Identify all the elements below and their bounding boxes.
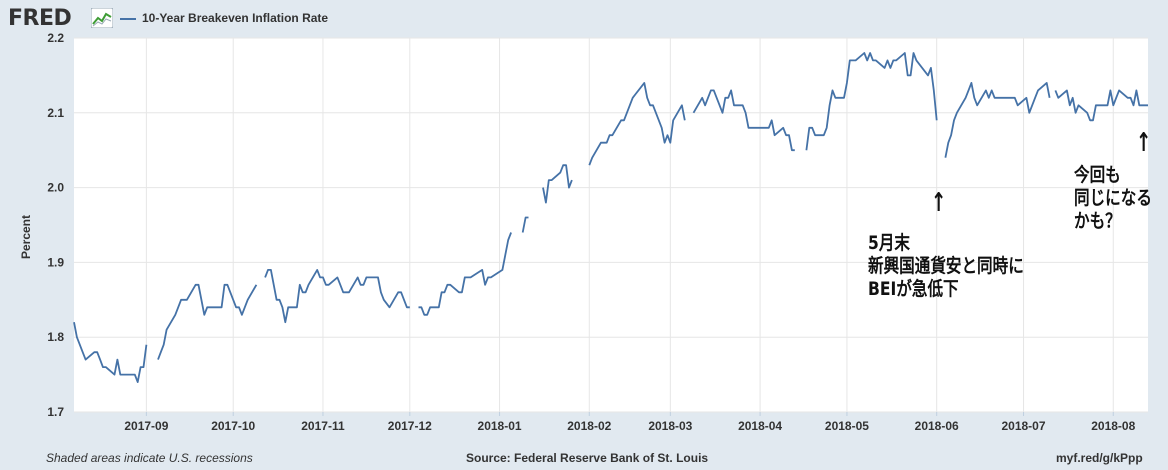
series-line: [944, 82, 1051, 158]
x-tick-label: 2018-03: [648, 419, 692, 433]
x-tick-label: 2018-08: [1091, 419, 1135, 433]
legend-swatch: [120, 18, 136, 20]
up-arrow-icon: ↑: [931, 188, 947, 218]
chart-header: FRED 10-Year Breakeven Inflation Rate: [0, 0, 1168, 38]
annotation-current: 今回も 同じになる かも？: [1074, 164, 1152, 233]
series-line: [692, 89, 795, 152]
annotation-line: 同じになる: [1074, 187, 1152, 209]
x-tick-label: 2017-12: [388, 419, 432, 433]
y-tick-label: 1.7: [47, 405, 64, 419]
series-line: [264, 268, 410, 324]
annotation-may-drop: 5月末 新興国通貨安と同時に BEIが急低下: [868, 232, 1024, 301]
series-line: [542, 164, 573, 204]
y-tick-label: 1.8: [47, 330, 64, 344]
x-tick-label: 2018-06: [915, 419, 959, 433]
source-credit: Source: Federal Reserve Bank of St. Loui…: [466, 451, 709, 465]
series-line: [73, 322, 148, 384]
y-tick-label: 2.2: [47, 31, 64, 45]
recession-note: Shaded areas indicate U.S. recessions: [46, 451, 253, 465]
x-tick-label: 2017-10: [211, 419, 255, 433]
up-arrow-icon: ↑: [1136, 128, 1152, 158]
y-tick-label: 2.1: [47, 106, 64, 120]
x-tick-label: 2018-07: [1001, 419, 1045, 433]
fred-logo[interactable]: FRED: [8, 6, 72, 31]
short-link[interactable]: myf.red/g/kPpp: [1056, 451, 1143, 465]
x-tick-label: 2018-01: [478, 419, 522, 433]
chart-line-icon: [91, 8, 113, 28]
x-tick-label: 2018-05: [825, 419, 869, 433]
legend-label: 10-Year Breakeven Inflation Rate: [142, 11, 329, 25]
x-tick-label: 2018-02: [567, 419, 611, 433]
annotation-line: 今回も: [1074, 164, 1121, 186]
series-line: [157, 283, 258, 360]
plot-area: [74, 38, 1148, 412]
y-axis-label: Percent: [19, 214, 34, 260]
series-line: [1054, 89, 1148, 122]
series-line: [521, 216, 529, 233]
x-tick-label: 2018-04: [738, 419, 782, 433]
x-tick-label: 2017-09: [124, 419, 168, 433]
annotation-line: かも？: [1074, 210, 1121, 232]
y-tick-label: 1.9: [47, 255, 64, 269]
annotation-line: 5月末: [868, 232, 911, 254]
y-tick-label: 2.0: [47, 181, 64, 195]
series-line: [418, 232, 512, 316]
x-tick-label: 2017-11: [301, 419, 345, 433]
series-line: [805, 52, 938, 151]
series-line: [588, 82, 686, 166]
annotation-line: 新興国通貨安と同時に: [868, 255, 1024, 277]
annotation-line: BEIが急低下: [868, 278, 959, 300]
